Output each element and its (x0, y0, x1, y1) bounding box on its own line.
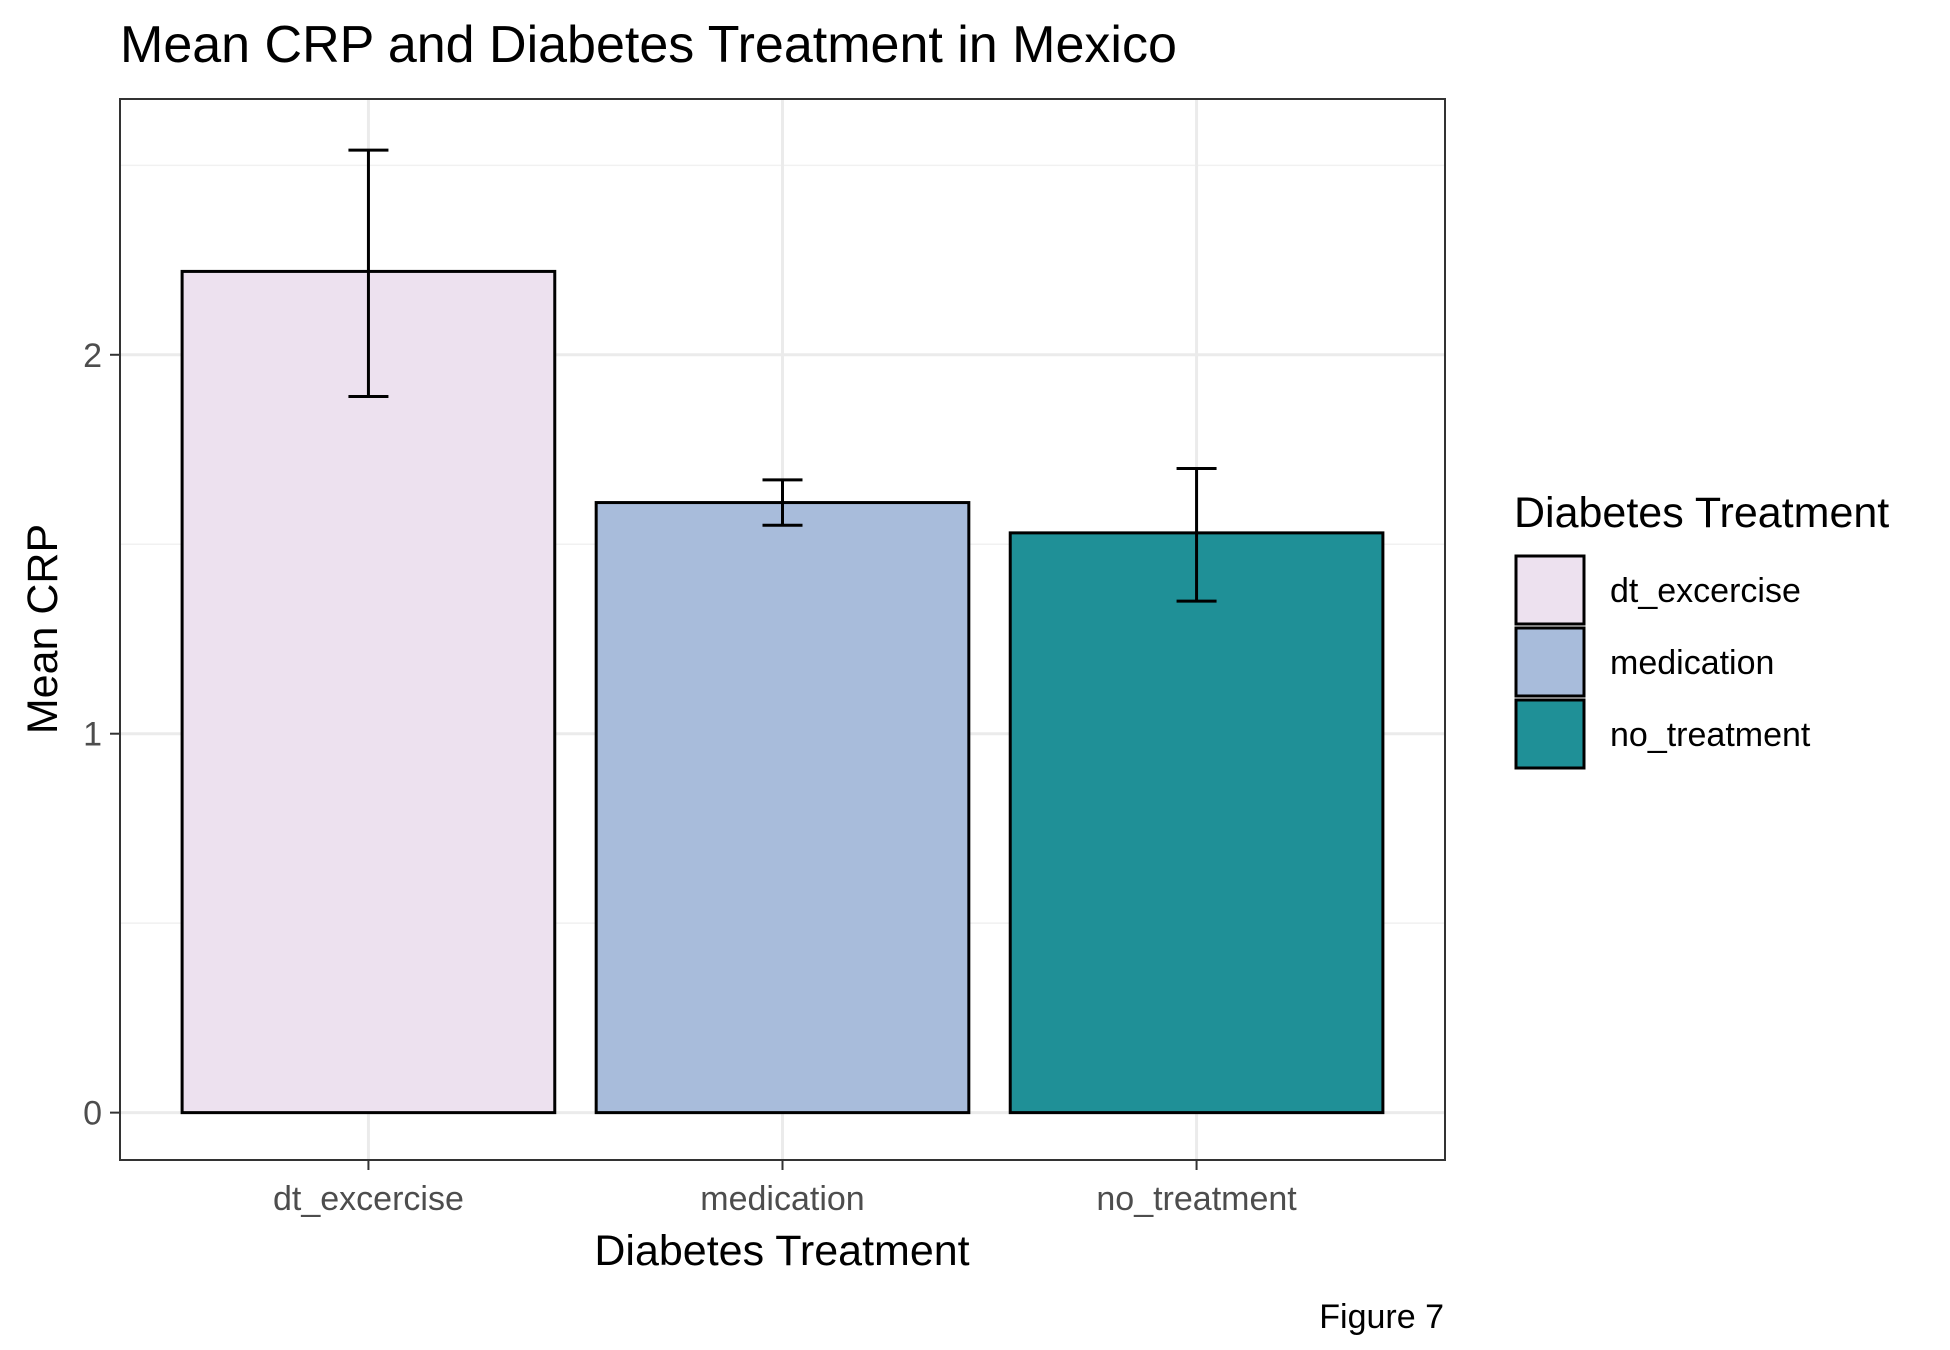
x-tick-label: no_treatment (1096, 1180, 1297, 1218)
legend-key-dt_excercise (1514, 554, 1586, 626)
figure-caption: Figure 7 (1319, 1298, 1444, 1336)
y-tick-label: 2 (83, 337, 102, 375)
bar-medication (594, 501, 971, 1115)
legend-key-medication (1514, 626, 1586, 698)
x-axis-title: Diabetes Treatment (594, 1227, 969, 1275)
y-axis-title: Mean CRP (19, 524, 67, 734)
y-axis: 0 1 2 (83, 337, 120, 1133)
legend-label-no_treatment: no_treatment (1610, 716, 1811, 754)
legend-items: dt_excercise medication no_treatment (1514, 554, 1811, 770)
bars (180, 269, 1385, 1115)
bar-dt_excercise (180, 269, 557, 1115)
error-bars (348, 148, 1217, 603)
legend-key-no_treatment (1514, 698, 1586, 770)
x-axis: dt_excercise medication no_treatment (273, 1160, 1297, 1218)
legend-title: Diabetes Treatment (1514, 489, 1889, 537)
x-tick-label: dt_excercise (273, 1180, 464, 1218)
y-tick-label: 0 (83, 1095, 102, 1133)
legend-label-medication: medication (1610, 644, 1774, 682)
legend-label-dt_excercise: dt_excercise (1610, 572, 1801, 610)
y-tick-label: 1 (83, 716, 102, 754)
legend: Diabetes Treatment dt_excercise medicatio… (1514, 489, 1889, 770)
bar-no_treatment (1008, 531, 1385, 1115)
x-tick-label: medication (700, 1180, 864, 1218)
chart-title: Mean CRP and Diabetes Treatment in Mexic… (120, 16, 1177, 74)
